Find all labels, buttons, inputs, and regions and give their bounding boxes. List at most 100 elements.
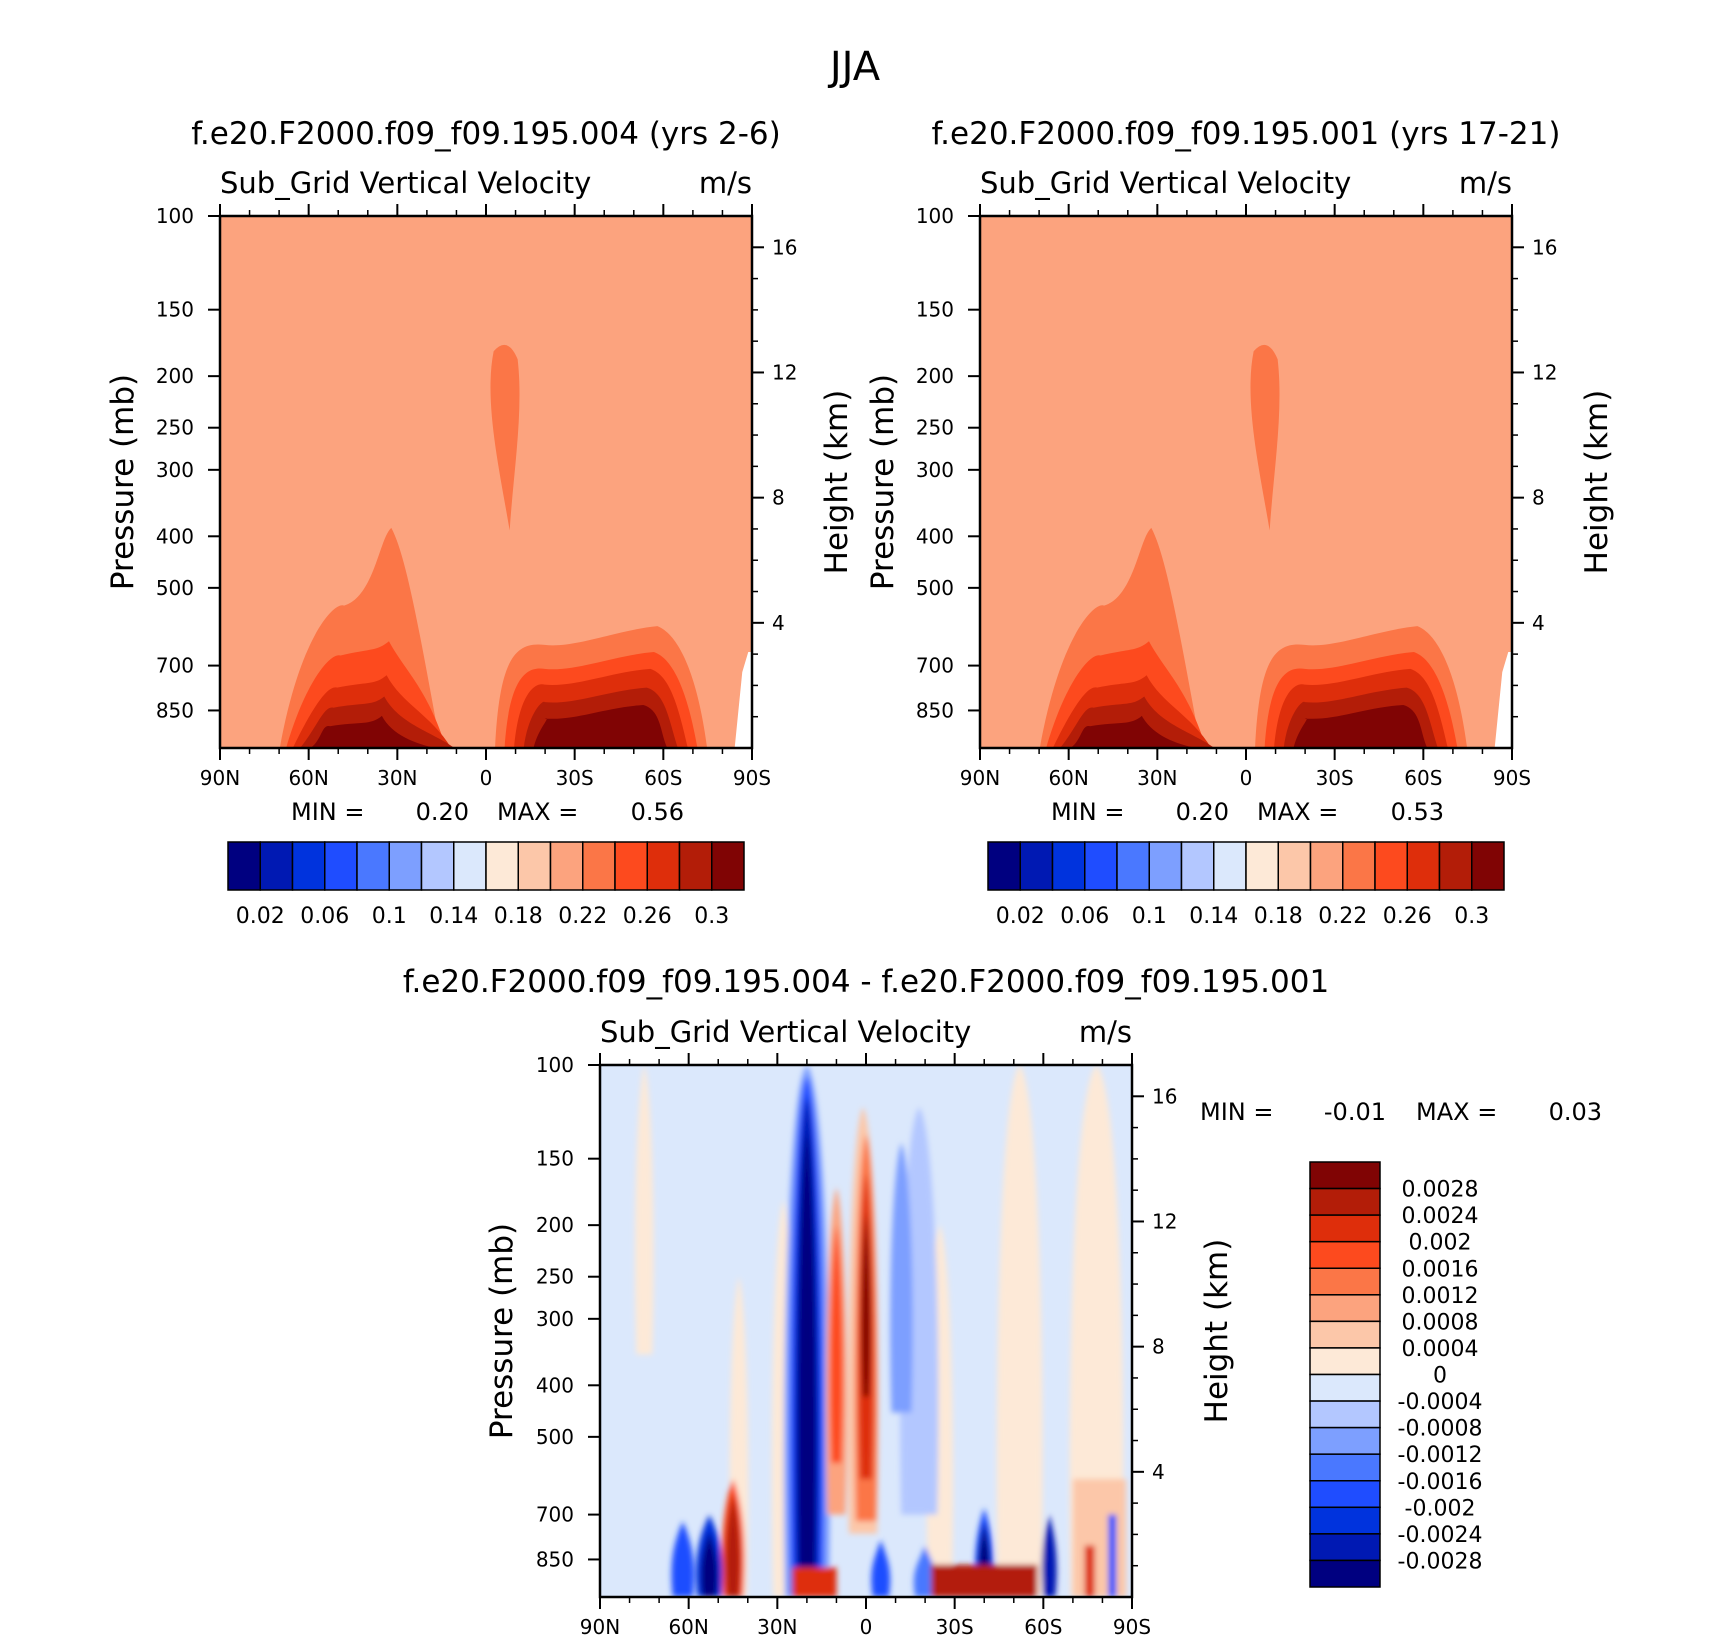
colorbar-label: 0.06 bbox=[1060, 904, 1109, 929]
colorbar-box bbox=[453, 841, 487, 891]
units-label: m/s bbox=[699, 166, 752, 200]
colorbar-box bbox=[1406, 841, 1441, 891]
colorbar-box bbox=[678, 841, 713, 891]
y2-tick-label: 16 bbox=[1532, 235, 1557, 259]
colorbar-label: -0.002 bbox=[1405, 1496, 1476, 1521]
negative-band bbox=[871, 1539, 891, 1597]
y2-tick-label: 12 bbox=[1152, 1209, 1177, 1233]
max-value: 0.56 bbox=[631, 798, 684, 826]
missing-data-region bbox=[1494, 651, 1512, 748]
y2-tick-label: 16 bbox=[772, 235, 797, 259]
low-level-maximum-south bbox=[1293, 704, 1428, 748]
x-tick-label: 0 bbox=[1240, 766, 1253, 790]
colorbar-box bbox=[324, 841, 358, 891]
colorbar-box bbox=[614, 841, 648, 891]
colorbar-label: 0.3 bbox=[694, 904, 729, 929]
y-axis-label: Pressure (mb) bbox=[105, 374, 141, 590]
colorbar-box bbox=[1084, 841, 1118, 891]
positive-band bbox=[861, 1213, 871, 1397]
y-tick-label: 400 bbox=[916, 524, 954, 548]
negative-band bbox=[798, 1134, 816, 1595]
min-value: 0.20 bbox=[416, 798, 469, 826]
y-axis-label: Pressure (mb) bbox=[484, 1223, 520, 1439]
contour-field bbox=[220, 216, 752, 748]
y-axis-label: Pressure (mb) bbox=[865, 374, 901, 590]
colorbar-box bbox=[1342, 841, 1376, 891]
colorbar-box bbox=[291, 841, 326, 891]
y-tick-label: 500 bbox=[536, 1425, 574, 1449]
y-tick-label: 850 bbox=[536, 1547, 574, 1571]
negative-band bbox=[913, 1545, 937, 1597]
y2-tick-label: 12 bbox=[1532, 360, 1557, 384]
x-tick-label: 90S bbox=[733, 766, 771, 790]
y2-tick-label: 8 bbox=[772, 486, 785, 510]
colorbar-label: -0.0028 bbox=[1398, 1549, 1483, 1574]
min-label: MIN = bbox=[1051, 798, 1124, 826]
contour-field bbox=[600, 1065, 1132, 1597]
y-tick-label: 250 bbox=[916, 416, 954, 440]
colorbar-box bbox=[1309, 1426, 1381, 1455]
panel-top-right: f.e20.F2000.f09_f09.195.001 (yrs 17-21) … bbox=[865, 116, 1615, 929]
y-tick-label: 400 bbox=[536, 1373, 574, 1397]
max-label: MAX = bbox=[1257, 798, 1338, 826]
missing-data-region bbox=[734, 651, 752, 748]
upper-level-maximum bbox=[490, 344, 520, 531]
axis-ticks: 90N 60N 30N 0 30S 60S 90S 100 150 200 250 300 400 500… bbox=[536, 1053, 1177, 1639]
y2-tick-label: 4 bbox=[1532, 611, 1545, 635]
colorbar-label: 0.22 bbox=[558, 904, 607, 929]
max-value: 0.03 bbox=[1549, 1098, 1602, 1126]
colorbar-label: 0.02 bbox=[236, 904, 285, 929]
colorbar-box bbox=[646, 841, 681, 891]
colorbar: 0.00280.00240.0020.00160.00120.00080.000… bbox=[1309, 1161, 1483, 1588]
y2-tick-label: 4 bbox=[772, 611, 785, 635]
x-tick-label: 30S bbox=[556, 766, 594, 790]
x-tick-label: 30N bbox=[377, 766, 417, 790]
min-label: MIN = bbox=[1200, 1098, 1273, 1126]
y-tick-label: 850 bbox=[156, 698, 194, 722]
colorbar-box bbox=[987, 841, 1021, 891]
negative-band bbox=[671, 1521, 695, 1597]
panel-difference: f.e20.F2000.f09_f09.195.004 - f.e20.F200… bbox=[403, 964, 1602, 1639]
colorbar-box bbox=[1309, 1347, 1381, 1376]
colorbar-box bbox=[1309, 1453, 1381, 1482]
min-value: -0.01 bbox=[1324, 1098, 1386, 1126]
units-label: m/s bbox=[1459, 166, 1512, 200]
upper-level-maximum bbox=[1250, 344, 1280, 531]
y-tick-label: 500 bbox=[916, 576, 954, 600]
y-tick-label: 200 bbox=[536, 1213, 574, 1237]
colorbar-box bbox=[1116, 841, 1150, 891]
y-tick-label: 150 bbox=[156, 298, 194, 322]
colorbar-box bbox=[485, 841, 519, 891]
y-tick-label: 700 bbox=[536, 1503, 574, 1527]
positive-band bbox=[634, 1065, 654, 1355]
colorbar-box bbox=[1309, 1373, 1381, 1402]
colorbar-label: 0.1 bbox=[372, 904, 407, 929]
variable-name: Sub_Grid Vertical Velocity bbox=[980, 166, 1351, 200]
colorbar-box bbox=[1148, 841, 1183, 891]
y-tick-label: 300 bbox=[536, 1307, 574, 1331]
colorbar-box bbox=[259, 841, 294, 891]
panel-title: f.e20.F2000.f09_f09.195.004 (yrs 2-6) bbox=[191, 116, 781, 152]
positive-band bbox=[829, 1225, 843, 1464]
x-tick-label: 60N bbox=[288, 766, 328, 790]
positive-band bbox=[996, 1065, 1043, 1597]
colorbar-label: 0.3 bbox=[1454, 904, 1489, 929]
x-tick-label: 90S bbox=[1113, 1615, 1151, 1639]
colorbar-box bbox=[227, 841, 261, 891]
colorbar-box bbox=[1277, 841, 1312, 891]
colorbar-label: 0.0012 bbox=[1402, 1284, 1479, 1309]
colorbar-label: 0.18 bbox=[494, 904, 543, 929]
y-tick-label: 100 bbox=[536, 1053, 574, 1077]
min-value: 0.20 bbox=[1176, 798, 1229, 826]
y-tick-label: 500 bbox=[156, 576, 194, 600]
colorbar-box bbox=[1309, 1267, 1381, 1296]
x-tick-label: 90N bbox=[200, 766, 240, 790]
colorbar-label: -0.0008 bbox=[1398, 1417, 1483, 1442]
y2-axis-label: Height (km) bbox=[1199, 1239, 1235, 1424]
colorbar-box bbox=[1309, 1559, 1381, 1588]
panel-top-left: f.e20.F2000.f09_f09.195.004 (yrs 2-6) Su… bbox=[105, 116, 855, 929]
x-tick-label: 90S bbox=[1493, 766, 1531, 790]
colorbar-box bbox=[1309, 841, 1344, 891]
variable-name: Sub_Grid Vertical Velocity bbox=[220, 166, 591, 200]
y-tick-label: 150 bbox=[536, 1147, 574, 1171]
